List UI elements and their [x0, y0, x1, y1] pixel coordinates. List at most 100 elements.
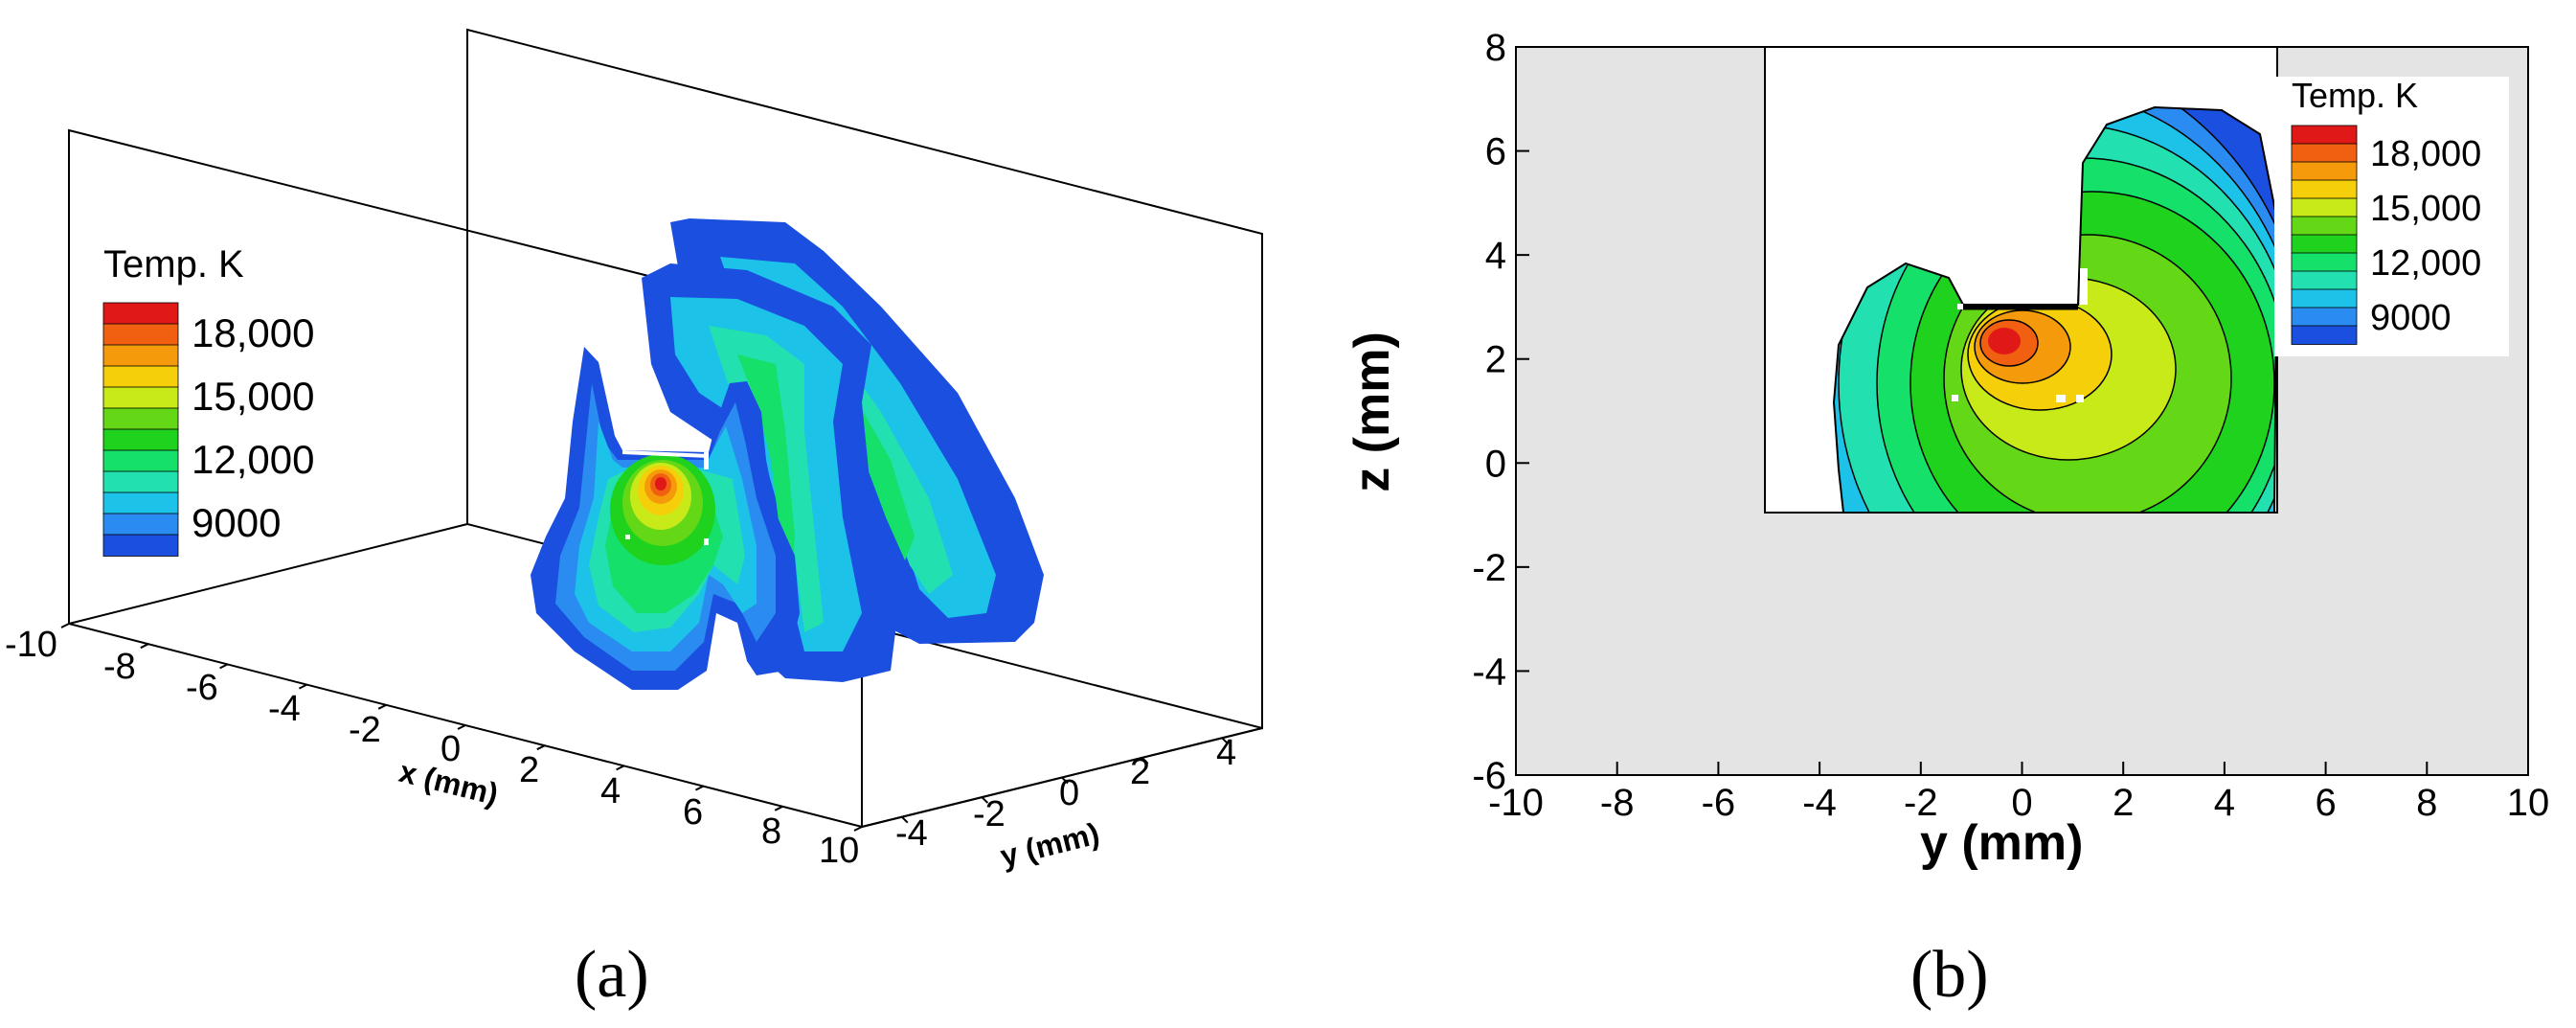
y-tick-label-b: 8 — [1485, 27, 1506, 69]
temperature-slice-front — [531, 347, 800, 690]
y-tick-label-b: -2 — [1472, 547, 1506, 589]
y-tick-label-b: 2 — [1485, 339, 1506, 381]
x-tick-a: 4 — [600, 771, 621, 811]
legend-swatch — [2291, 270, 2358, 290]
panel-a-3d-plot: Temp. K 18,000 15,000 12,000 9000 -10 -8… — [5, 28, 1263, 1012]
legend-swatch — [102, 491, 179, 514]
legend-swatch — [102, 470, 179, 493]
solid-region — [1516, 47, 2528, 775]
x-tick-mark-a — [60, 623, 70, 628]
x-tick-a: -4 — [268, 689, 301, 729]
x-axis-a: -10 -8 -6 -4 -2 0 2 4 6 8 10 x (mm) — [5, 625, 859, 871]
x-tick-mark-a — [377, 703, 387, 710]
y-tick-mark-a — [1141, 757, 1149, 765]
y-tick-label-b: 0 — [1485, 443, 1506, 485]
x-tick-mark-a — [457, 724, 466, 730]
x-tick-a: -8 — [103, 647, 136, 687]
legend-swatch — [102, 323, 179, 346]
panel-b-2d-plot: Temp. K 18,000 15,000 12,000 9000 -10 -8-… — [1344, 27, 2549, 1012]
x-tick-a: -2 — [349, 710, 381, 750]
x-tick-label-b: 2 — [2113, 782, 2134, 824]
x-tick-a: 2 — [519, 750, 539, 790]
legend-tick-b-9000: 9000 — [2370, 298, 2452, 338]
legend-swatch — [102, 386, 179, 409]
legend-colorbar-b — [2291, 125, 2358, 345]
legend-title-b: Temp. K — [2292, 76, 2418, 115]
legend-tick-a-12000: 12,000 — [192, 437, 314, 482]
x-tick-label-b: -10 — [1488, 782, 1544, 824]
legend-swatch — [102, 449, 179, 472]
x-tick-mark-a — [140, 643, 149, 650]
legend-swatch — [102, 513, 179, 536]
x-tick-a: 8 — [761, 811, 781, 852]
x-tick-a: 10 — [819, 831, 859, 871]
y-axis-a: -4 -2 0 2 4 y (mm) — [895, 733, 1236, 874]
legend-swatch — [102, 534, 179, 557]
tick-marks-a — [60, 623, 1263, 832]
y-tick-label-b: 4 — [1485, 235, 1506, 277]
y-tick-a: -4 — [895, 813, 928, 854]
floor-edge — [68, 523, 468, 625]
y-tick-mark-a — [981, 796, 989, 804]
legend-swatch — [102, 407, 179, 430]
x-tick-mark-a — [853, 826, 863, 832]
x-tick-label-b: 6 — [2315, 782, 2336, 824]
axes-b: -10 -8 -6 -4 -2 0 2 4 6 8 10 -6 -4 -2 0 2 4 6 8 — [1472, 27, 2549, 824]
y-tick-label-b: -6 — [1472, 755, 1506, 797]
x-tick-a: -10 — [5, 625, 57, 665]
y-tick-mark-a — [901, 815, 909, 824]
y-tick-a: 4 — [1216, 733, 1236, 773]
panel-label-a: (a) — [575, 938, 649, 1012]
y-tick-a: -2 — [973, 794, 1006, 834]
x-tick-mark-a — [694, 785, 704, 791]
x-tick-a: 0 — [441, 729, 461, 769]
y-tick-label-b: -4 — [1472, 651, 1506, 693]
legend-swatch — [2291, 125, 2358, 145]
legend-tick-b-12000: 12,000 — [2370, 243, 2481, 284]
legend-title-a: Temp. K — [103, 243, 244, 286]
legend-swatch — [2291, 307, 2358, 327]
y-tick-mark-a — [1221, 737, 1229, 745]
y-axis-label-a: y (mm) — [997, 815, 1102, 873]
legend-tick-a-9000: 9000 — [192, 500, 281, 545]
x-axis-label-b: y (mm) — [1920, 815, 2083, 871]
legend-tick-a-15000: 15,000 — [192, 374, 314, 419]
legend-swatch — [2291, 252, 2358, 272]
legend-tick-a-18000: 18,000 — [192, 310, 314, 355]
legend-swatch — [2291, 234, 2358, 254]
legend-swatch — [102, 365, 179, 388]
y-tick-mark-a — [1061, 776, 1069, 785]
x-tick-label-b: -4 — [1802, 782, 1837, 824]
x-tick-mark-a — [298, 683, 307, 690]
x-tick-label-b: 8 — [2416, 782, 2437, 824]
legend-swatch — [102, 428, 179, 451]
legend-swatch — [2291, 179, 2358, 199]
y-tick-label-b: 6 — [1485, 131, 1506, 173]
x-tick-label-b: 10 — [2507, 782, 2550, 824]
legend-swatch — [102, 344, 179, 367]
legend-swatch — [2291, 325, 2358, 345]
x-tick-mark-a — [616, 765, 625, 771]
y-axis-label-b: z (mm) — [1344, 331, 1400, 492]
legend-swatch — [102, 302, 179, 325]
y-axis-line-a — [861, 727, 1263, 828]
legend-colorbar-a — [102, 302, 179, 557]
legend-swatch — [2291, 216, 2358, 236]
panel-label-b: (b) — [1910, 938, 1989, 1012]
x-tick-a: -6 — [186, 668, 218, 708]
x-tick-label-b: -2 — [1904, 782, 1938, 824]
x-tick-mark-a — [219, 663, 229, 670]
x-tick-label-b: -8 — [1600, 782, 1635, 824]
legend-swatch — [2291, 197, 2358, 217]
y-tick-a: 0 — [1059, 773, 1079, 813]
x-tick-mark-a — [774, 805, 783, 811]
legend-swatch — [2291, 288, 2358, 308]
x-tick-label-b: 0 — [2011, 782, 2032, 824]
legend-tick-b-18000: 18,000 — [2370, 134, 2481, 174]
x-tick-label-b: 4 — [2214, 782, 2235, 824]
legend-swatch — [2291, 161, 2358, 181]
x-tick-label-b: -6 — [1702, 782, 1736, 824]
legend-tick-b-15000: 15,000 — [2370, 189, 2481, 229]
x-tick-mark-a — [536, 744, 546, 751]
